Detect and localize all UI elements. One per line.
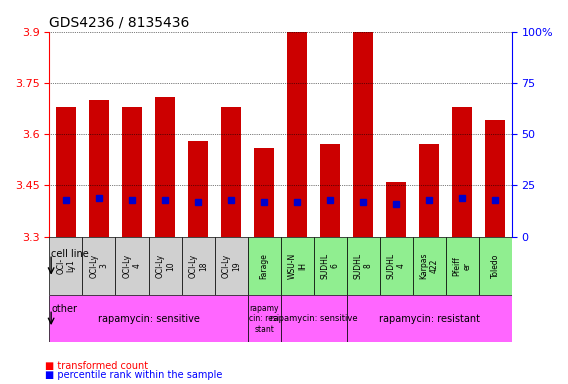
FancyBboxPatch shape: [248, 237, 281, 295]
Text: WSU-N
IH: WSU-N IH: [287, 253, 307, 279]
Text: SUDHL
6: SUDHL 6: [320, 253, 340, 279]
FancyBboxPatch shape: [49, 295, 248, 342]
FancyBboxPatch shape: [49, 237, 82, 295]
Bar: [452, 107, 472, 237]
FancyBboxPatch shape: [412, 237, 446, 295]
FancyBboxPatch shape: [479, 237, 512, 295]
Text: cell line: cell line: [51, 249, 89, 259]
Text: rapamycin: resistant: rapamycin: resistant: [379, 314, 479, 324]
Text: GDS4236 / 8135436: GDS4236 / 8135436: [49, 15, 190, 29]
FancyBboxPatch shape: [379, 237, 412, 295]
Text: OCI-Ly
4: OCI-Ly 4: [122, 254, 141, 278]
FancyBboxPatch shape: [314, 237, 346, 295]
FancyBboxPatch shape: [346, 295, 512, 342]
Text: Pfeiff
er: Pfeiff er: [453, 256, 472, 276]
Text: ■ percentile rank within the sample: ■ percentile rank within the sample: [45, 370, 223, 380]
Bar: [155, 96, 175, 237]
FancyBboxPatch shape: [281, 237, 314, 295]
Text: SUDHL
8: SUDHL 8: [353, 253, 373, 279]
FancyBboxPatch shape: [346, 237, 379, 295]
Bar: [188, 141, 208, 237]
FancyBboxPatch shape: [446, 237, 479, 295]
Bar: [419, 144, 439, 237]
Bar: [353, 31, 373, 237]
Text: SUDHL
4: SUDHL 4: [386, 253, 406, 279]
Text: ■ transformed count: ■ transformed count: [45, 361, 149, 371]
Bar: [221, 107, 241, 237]
Bar: [89, 100, 109, 237]
Bar: [287, 31, 307, 237]
Bar: [56, 107, 76, 237]
Bar: [485, 121, 505, 237]
Text: OCI-Ly
10: OCI-Ly 10: [155, 254, 175, 278]
Bar: [320, 144, 340, 237]
FancyBboxPatch shape: [281, 295, 346, 342]
Text: OCI-
Ly1: OCI- Ly1: [56, 258, 76, 274]
Text: OCI-Ly
3: OCI-Ly 3: [89, 254, 108, 278]
FancyBboxPatch shape: [82, 237, 115, 295]
FancyBboxPatch shape: [248, 295, 281, 342]
Text: Farage: Farage: [260, 253, 269, 279]
Bar: [386, 182, 406, 237]
Text: OCI-Ly
19: OCI-Ly 19: [222, 254, 241, 278]
Text: rapamycin: sensitive: rapamycin: sensitive: [98, 314, 199, 324]
Text: OCI-Ly
18: OCI-Ly 18: [189, 254, 208, 278]
Text: Toledo: Toledo: [491, 254, 500, 278]
Bar: [122, 107, 142, 237]
FancyBboxPatch shape: [215, 237, 248, 295]
FancyBboxPatch shape: [115, 237, 148, 295]
Text: other: other: [51, 304, 77, 314]
Text: rapamy
cin: resi
stant: rapamy cin: resi stant: [249, 304, 279, 334]
FancyBboxPatch shape: [182, 237, 215, 295]
Text: Karpas
422: Karpas 422: [419, 253, 439, 279]
Bar: [254, 148, 274, 237]
FancyBboxPatch shape: [148, 237, 182, 295]
Text: rapamycin: sensitive: rapamycin: sensitive: [270, 314, 357, 323]
